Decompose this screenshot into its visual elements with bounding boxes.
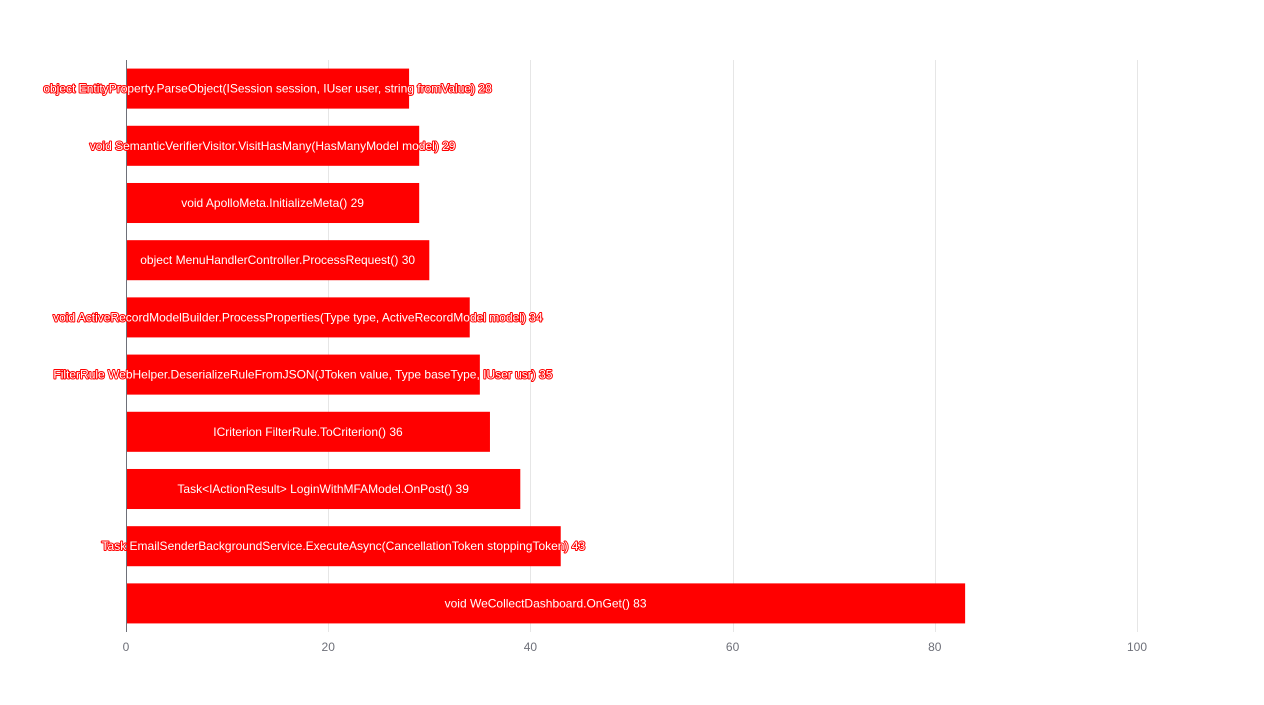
bar (126, 182, 420, 224)
bar (126, 354, 480, 395)
bar (126, 468, 521, 510)
bar-label: void SemanticVerifierVisitor.VisitHasMan… (90, 139, 456, 153)
bar-label: object EntityProperty.ParseObject(ISessi… (43, 82, 492, 96)
x-tick-label: 60 (726, 640, 740, 654)
bar (126, 297, 470, 338)
bar-label: Task<IActionResult> LoginWithMFAModel.On… (177, 482, 469, 496)
x-tick-label: 40 (524, 640, 538, 654)
bar-label: void ActiveRecordModelBuilder.ProcessPro… (53, 310, 543, 324)
x-axis: 0 20 40 60 80 100 (123, 60, 1147, 654)
bar (126, 583, 966, 624)
bar (126, 68, 410, 109)
bar (126, 240, 430, 281)
x-tick-label: 0 (123, 640, 130, 654)
x-tick-label: 100 (1127, 640, 1147, 654)
bar-label: Task EmailSenderBackgroundService.Execut… (102, 539, 586, 553)
bar-label: object MenuHandlerController.ProcessRequ… (140, 253, 415, 267)
bar-label: void WeCollectDashboard.OnGet() 83 (445, 596, 647, 610)
x-tick-label: 20 (322, 640, 336, 654)
bar-labels: object EntityProperty.ParseObject(ISessi… (42, 81, 647, 612)
bar (126, 526, 561, 567)
bar (126, 125, 420, 166)
bars (126, 68, 966, 624)
bar-label: void ApolloMeta.InitializeMeta() 29 (181, 196, 364, 210)
bar-label: ICriterion FilterRule.ToCriterion() 36 (213, 425, 403, 439)
bar (126, 411, 490, 452)
bar-label: FilterRule WebHelper.DeserializeRuleFrom… (53, 368, 552, 382)
x-tick-label: 80 (928, 640, 942, 654)
